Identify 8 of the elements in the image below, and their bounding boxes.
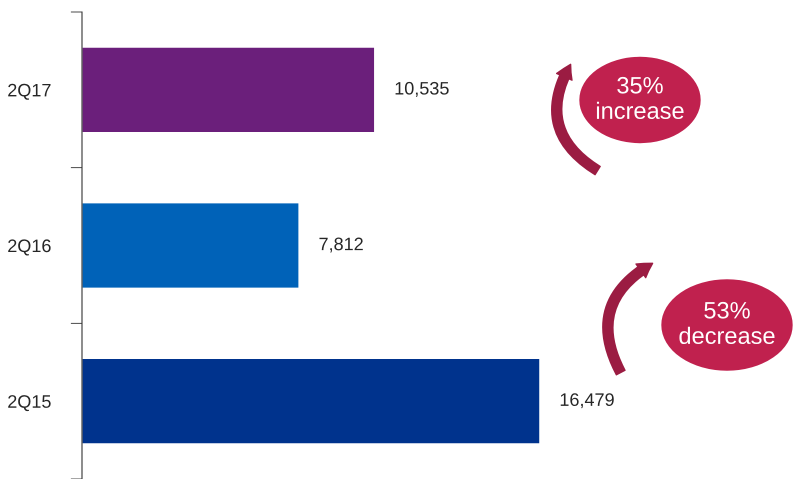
data-label: 7,812 (319, 238, 363, 252)
text: 35% increase (596, 76, 684, 120)
y-tick-label: 2Q16 (8, 239, 51, 256)
data-label: 10,535 (396, 82, 449, 97)
text: 53% decrease (679, 302, 775, 344)
data-label: 16,479 (560, 393, 614, 408)
y-tick-label: 2Q17 (8, 84, 51, 100)
y-tick-label: 2Q15 (8, 395, 51, 412)
